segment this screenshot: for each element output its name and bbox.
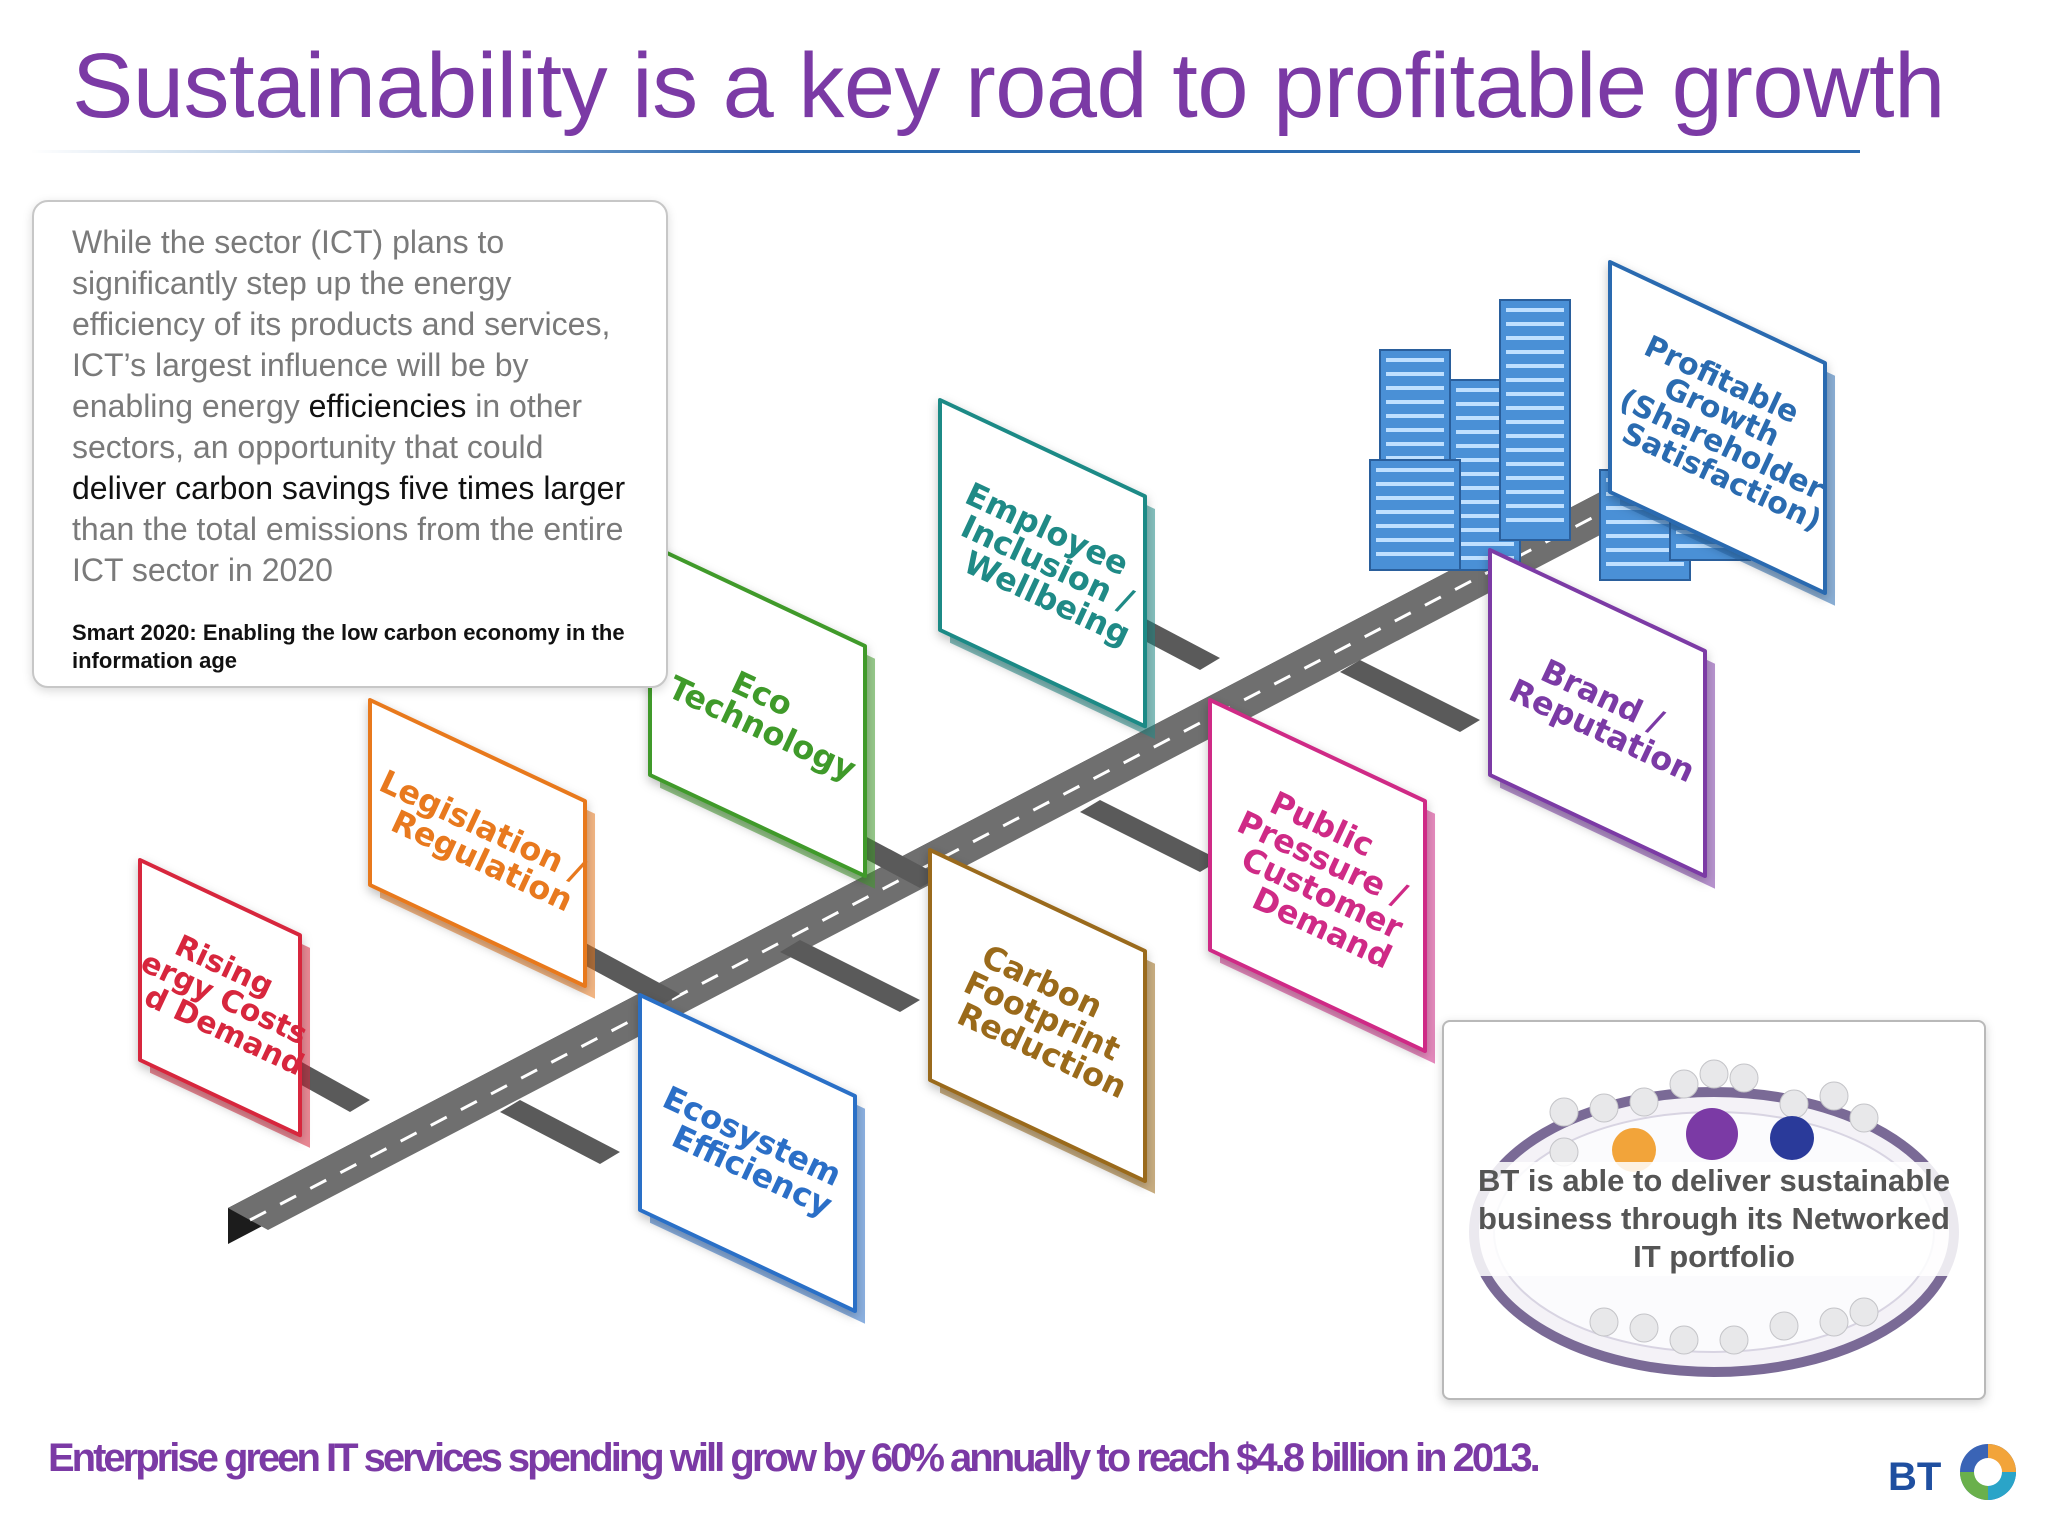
bt-logo: BT (1888, 1444, 2016, 1500)
slide-title: Sustainability is a key road to profitab… (72, 35, 1945, 137)
building (1369, 459, 1461, 571)
portfolio-nodes (1549, 1059, 1879, 1355)
sign-profitable: ProfitableGrowth(ShareholderSatisfaction… (1608, 260, 1835, 606)
quote-highlight: efficiencies (308, 388, 467, 424)
quote-segment: While the sector (ICT) plans to signific… (72, 224, 611, 424)
city-buildings (1369, 299, 1751, 581)
quote-source: Smart 2020: Enabling the low carbon econ… (72, 620, 625, 673)
unified-comms-hub (1686, 1108, 1738, 1160)
bt-message: BT is able to deliver sustainable busine… (1464, 1162, 1964, 1276)
bt-portfolio-panel: BT is able to deliver sustainable busine… (1442, 1020, 1986, 1400)
converged-infrastructure-hub (1612, 1128, 1656, 1172)
quote-box: While the sector (ICT) plans to signific… (32, 200, 668, 688)
quote-segment: in other sectors, an opportunity that co… (72, 388, 582, 465)
mobility-hub (1770, 1116, 1814, 1160)
quote-text: While the sector (ICT) plans to signific… (72, 222, 630, 591)
title-divider (30, 150, 1860, 153)
bt-logo-text: BT (1888, 1455, 1941, 1499)
footer-statement: Enterprise green IT services spending wi… (48, 1436, 1541, 1480)
quote-highlight: deliver carbon savings five times larger (72, 470, 626, 506)
sign-brand: Brand /Reputation (1488, 548, 1715, 889)
main-road (228, 440, 1740, 1244)
sign-legislation: Legislation /Regulation (368, 698, 595, 999)
quote-segment: than the total emissions from the entire… (72, 511, 624, 588)
